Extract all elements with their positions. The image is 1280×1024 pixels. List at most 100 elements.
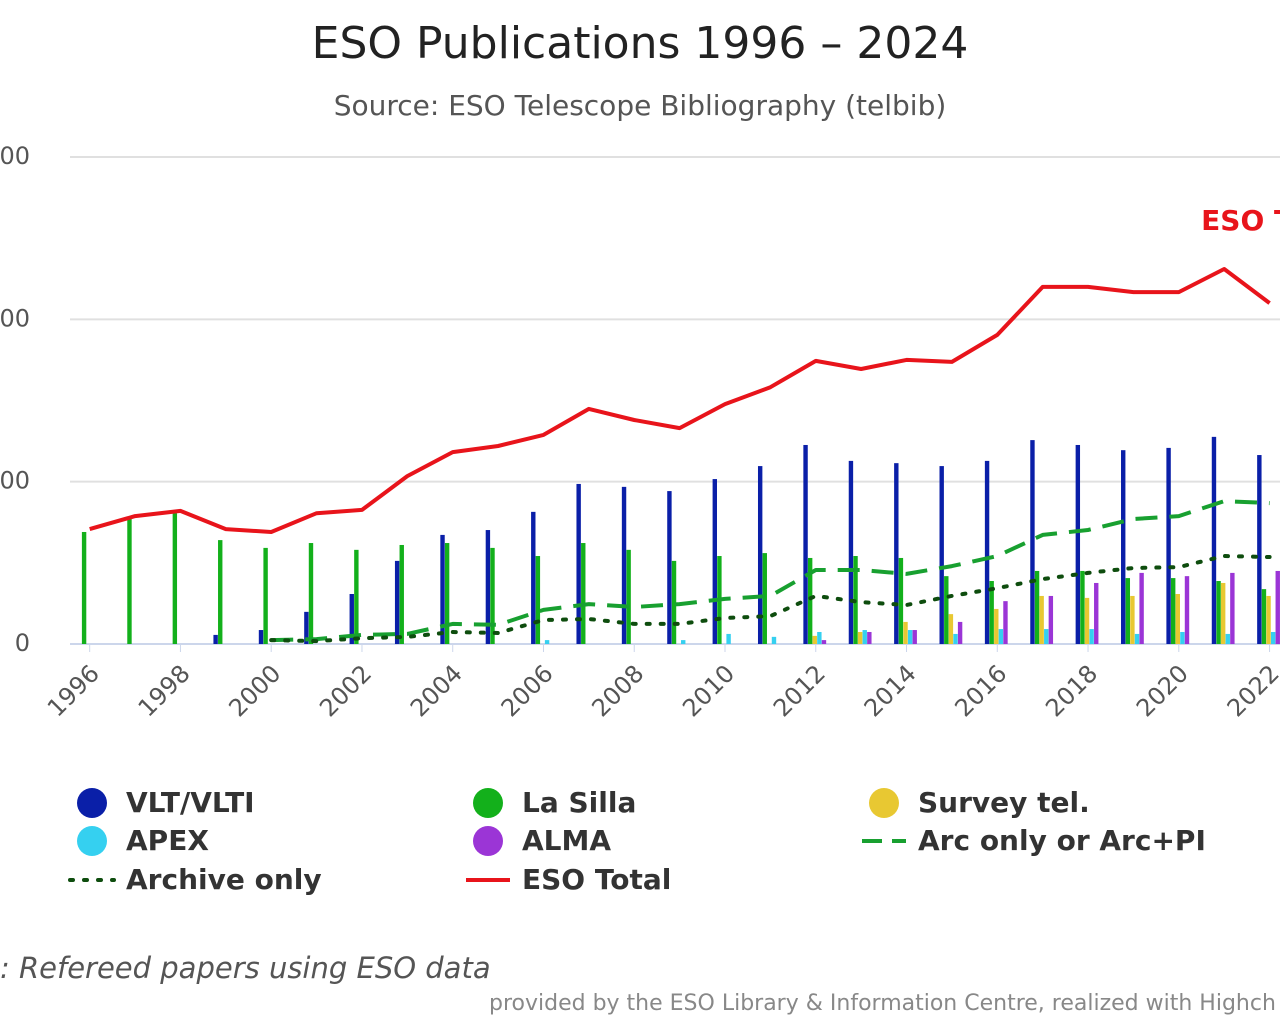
legend-marker	[869, 788, 899, 818]
bar	[1075, 444, 1081, 644]
bar	[903, 621, 908, 644]
x-tick-label: 2006	[496, 659, 559, 722]
legend-marker	[77, 788, 107, 818]
bar	[399, 544, 404, 644]
bar	[1220, 582, 1226, 644]
x-tick-label: 2008	[586, 659, 649, 722]
chart-subtitle: Source: ESO Telescope Bibliography (telb…	[334, 89, 947, 122]
bar	[862, 630, 867, 644]
bar	[1080, 570, 1085, 644]
bar	[1175, 594, 1180, 644]
x-tick-label: 2018	[1040, 659, 1103, 722]
bar	[1039, 595, 1044, 644]
series-line	[269, 554, 1272, 644]
bar	[812, 635, 817, 644]
bar	[81, 531, 87, 644]
x-tick-label: 2002	[314, 659, 377, 722]
bar	[626, 549, 631, 644]
bar	[953, 633, 958, 644]
caption: : Refereed papers using ESO data	[0, 951, 491, 985]
series-line	[89, 267, 1271, 534]
legend-marker	[473, 826, 503, 856]
bar	[757, 466, 763, 644]
bar	[354, 549, 359, 644]
legend-marker	[473, 788, 503, 818]
bar	[1003, 601, 1008, 644]
bar	[1184, 576, 1190, 644]
bar	[1125, 578, 1131, 644]
x-tick-label: 2012	[768, 659, 831, 722]
bar	[948, 614, 954, 644]
bar	[1225, 633, 1230, 644]
credits: provided by the ESO Library & Informatio…	[489, 991, 1276, 1016]
bar	[671, 560, 677, 644]
bar	[127, 518, 132, 644]
bar	[1211, 436, 1217, 644]
bar	[998, 629, 1004, 644]
bar	[817, 631, 822, 644]
bar	[944, 576, 949, 644]
bar	[1270, 631, 1276, 644]
bar	[440, 534, 445, 644]
bar	[771, 636, 777, 644]
bar	[218, 540, 223, 644]
bar	[1170, 578, 1176, 644]
x-tick-label: 2000	[223, 659, 286, 722]
bar	[444, 543, 450, 644]
legend-marker	[77, 826, 107, 856]
bar	[907, 630, 913, 644]
x-tick-label: 1998	[133, 659, 196, 722]
bar	[394, 560, 400, 644]
bar	[726, 633, 731, 644]
bar	[1030, 440, 1035, 644]
bar	[1139, 572, 1144, 644]
bar	[485, 530, 491, 644]
bar	[994, 608, 999, 644]
y-tick-label: 1500	[0, 142, 30, 170]
bar	[1216, 581, 1221, 644]
bar	[1230, 572, 1235, 644]
x-tick-label: 2016	[949, 659, 1012, 722]
bar	[1121, 450, 1126, 644]
x-tick-label: 2022	[1222, 659, 1280, 722]
bar	[667, 491, 672, 644]
bar	[807, 557, 813, 644]
legend-label: VLT/VLTI	[126, 786, 255, 819]
bar	[1180, 631, 1185, 644]
bar	[1130, 595, 1135, 644]
bar	[1266, 595, 1271, 644]
x-tick-label: 2020	[1131, 659, 1194, 722]
x-tick-label: 2014	[859, 659, 922, 722]
bar	[912, 630, 917, 644]
bar	[1089, 629, 1094, 644]
bar	[867, 631, 872, 644]
bar	[213, 634, 218, 644]
bar	[544, 640, 550, 644]
bar	[989, 581, 994, 644]
bar	[621, 486, 627, 644]
bar	[894, 463, 899, 644]
bar	[681, 640, 686, 644]
bar	[535, 556, 541, 644]
bar	[531, 511, 536, 644]
bar	[490, 547, 495, 644]
x-tick-label: 2010	[677, 659, 740, 722]
series-line	[271, 499, 1270, 643]
bar	[1134, 633, 1140, 644]
bar	[984, 460, 990, 644]
bar	[1048, 595, 1054, 644]
bar	[803, 444, 808, 644]
bar	[848, 460, 854, 644]
y-tick-label: 1000	[0, 304, 30, 332]
bar	[821, 640, 827, 644]
bar	[1257, 455, 1262, 644]
y-tick-label: 500	[0, 467, 30, 495]
x-tick-label: 2004	[405, 659, 468, 722]
y-tick-label: 0	[15, 629, 30, 657]
legend-label: La Silla	[522, 786, 636, 819]
chart-title: ESO Publications 1996 – 2024	[312, 18, 969, 69]
bar	[263, 547, 268, 644]
bar	[1044, 629, 1049, 644]
